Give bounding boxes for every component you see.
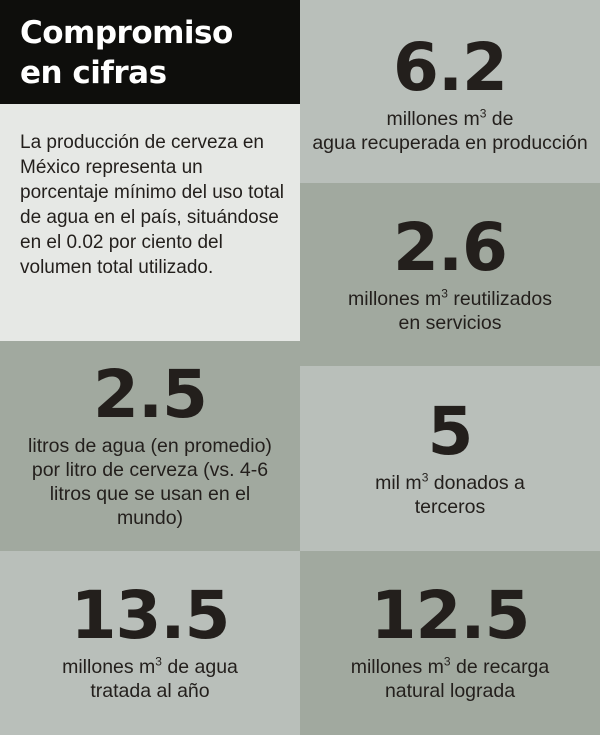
stat-label-rest: en servicios [398,311,502,334]
title-panel: Compromiso en cifras [0,0,300,104]
stat-unit-exponent: 3 [443,654,451,669]
stat-label-rest: natural lograda [384,680,516,702]
stat-value: 13.5 [70,577,231,654]
stat-value: 5 [427,392,474,470]
stat-tile-donated: 5 mil m3 donados a terceros [300,366,600,551]
stat-unit-text: millones m [62,656,156,678]
stat-description: millones m3 reutilizados en servicios [348,287,552,335]
stat-description: millones m3 de agua recuperada en produc… [312,107,587,155]
stat-tile-water-recovered: 6.2 millones m3 de agua recuperada en pr… [300,0,600,183]
stat-label-text: de agua [161,656,238,678]
stat-label-rest: terceros [414,495,486,518]
stat-tile-recharge: 12.5 millones m3 de recarga natural logr… [300,551,600,735]
stat-value: 2.5 [93,356,208,433]
stat-unit-exponent: 3 [421,470,429,484]
stat-description: millones m3 de recarga natural lograda [351,655,550,703]
stat-description: millones m3 de agua tratada al año [62,655,238,703]
stat-tile-liters-per-liter: 2.5 litros de agua (en promedio) por lit… [0,341,300,551]
stat-tile-treated: 13.5 millones m3 de agua tratada al año [0,551,300,735]
stat-unit-text: millones m [348,287,442,310]
stat-label-text: de [486,107,514,130]
stat-unit-exponent: 3 [479,106,487,120]
stat-label-rest: agua recuperada en producción [312,131,588,154]
stat-description: litros de agua (en promedio) por litro d… [28,435,272,529]
page-title: Compromiso en cifras [20,15,233,91]
stat-description: mil m3 donados a terceros [375,471,525,519]
stat-value: 2.6 [393,208,508,286]
stat-value: 12.5 [370,577,531,654]
stat-label-rest: tratada al año [90,680,210,702]
stat-label-text: donados a [428,471,525,494]
stat-unit-text: mil m [375,471,422,494]
stat-label-text: reutilizados [447,287,552,310]
intro-panel: La producción de cerveza en México repre… [0,104,300,341]
stat-tile-water-reused: 2.6 millones m3 reutilizados en servicio… [300,183,600,366]
stat-unit-exponent: 3 [441,286,448,300]
stat-unit-exponent: 3 [155,654,162,669]
stat-unit-text: millones m [386,107,480,130]
stat-value: 6.2 [393,28,508,106]
stat-label-text: de recarga [450,656,550,678]
stat-unit-text: millones m [350,656,444,678]
intro-text: La producción de cerveza en México repre… [20,132,285,278]
